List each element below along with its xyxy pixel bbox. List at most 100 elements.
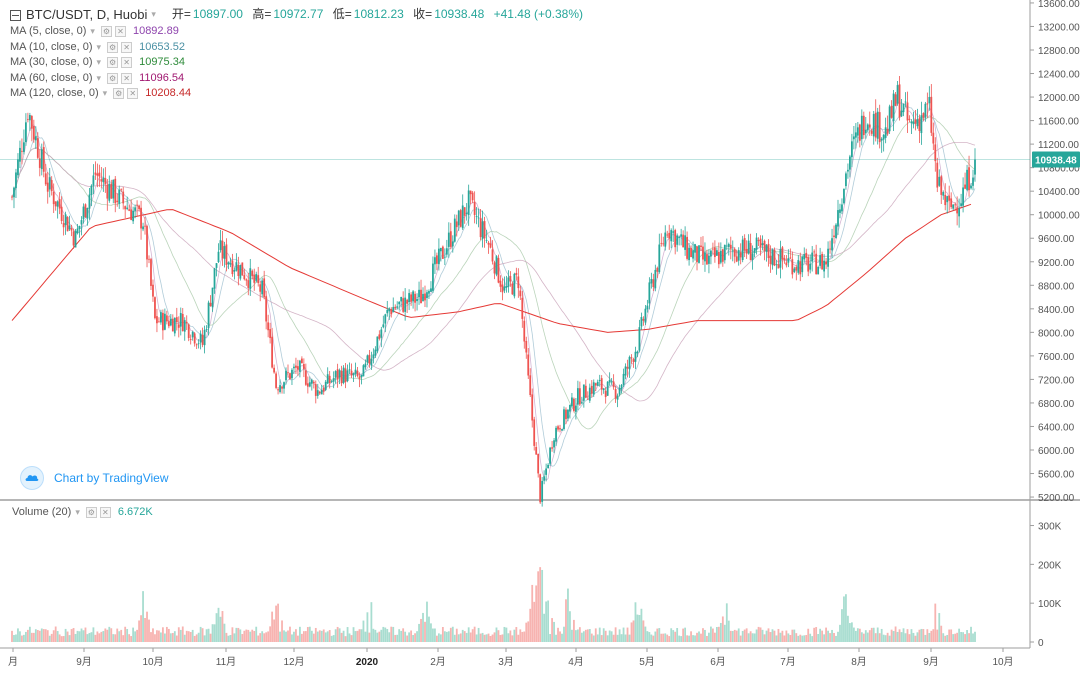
volume-bar [672,630,675,642]
volume-bar [948,629,951,642]
volume-bar [791,629,794,642]
candle-body [763,240,766,251]
candle-body [253,274,256,283]
candle-body [54,201,57,207]
candle-body [158,321,160,323]
candle-body [275,373,277,388]
candle-body [799,261,802,275]
candle-body [257,275,260,284]
chevron-down-icon[interactable]: ▾ [102,88,108,98]
volume-bar [860,632,863,642]
volume-bar [602,628,605,642]
settings-icon[interactable]: ⚙ [107,72,119,84]
volume-bar [926,629,929,642]
indicator-label[interactable]: MA (120, close, 0) [10,87,99,99]
candle-body [416,299,418,302]
indicator-list: MA (5, close, 0) ▾ ⚙ ✕ 10892.89 MA (10, c… [10,24,589,102]
indicator-label[interactable]: MA (5, close, 0) [10,25,87,37]
volume-bar [680,636,683,642]
settings-icon[interactable]: ⚙ [85,506,97,518]
close-icon[interactable]: ✕ [121,57,133,69]
chevron-down-icon[interactable]: ▾ [96,57,102,67]
candle-body [837,210,839,227]
close-icon[interactable]: ✕ [99,506,111,518]
price-tick-label: 6800.00 [1038,399,1075,410]
chevron-down-icon[interactable]: ▾ [96,41,102,52]
volume-bar [261,631,264,642]
close-icon[interactable]: ✕ [127,88,139,100]
candle-body [221,240,224,259]
volume-bar [255,626,258,642]
candle-body [302,364,305,370]
indicator-label[interactable]: MA (60, close, 0) [10,71,93,84]
chevron-down-icon[interactable]: ▾ [75,506,80,517]
settings-icon[interactable]: ⚙ [113,88,125,100]
candle-body [775,264,778,266]
candle-body [694,244,696,253]
candle-body [660,242,663,244]
volume-bar [76,630,79,642]
price-tick-label: 10400.00 [1038,187,1080,198]
close-icon[interactable]: ✕ [121,41,133,53]
candle-body [497,257,500,283]
volume-bar [801,635,804,642]
chevron-down-icon[interactable]: ▾ [90,26,95,36]
candle-body [388,308,391,312]
tradingview-branding[interactable]: Chart by TradingView [20,466,169,490]
candle-body [426,292,428,299]
indicator-row: MA (30, close, 0) ▾ ⚙ ✕ 10975.34 [10,55,589,71]
candle-body [960,203,963,206]
candle-body [650,278,653,284]
volume-bar [590,633,593,642]
chevron-down-icon[interactable]: ▾ [96,72,102,83]
close-icon[interactable]: ✕ [121,72,133,84]
symbol-title[interactable]: BTC/USDT, D, Huobi [26,7,148,23]
volume-bar [706,635,708,642]
price-pane[interactable] [0,0,1030,500]
candle-body [584,385,587,398]
indicator-label[interactable]: MA (10, close, 0) [10,40,93,53]
settings-icon[interactable]: ⚙ [100,26,112,38]
candle-body [475,216,478,217]
chevron-down-icon[interactable]: ▾ [151,9,156,20]
volume-label[interactable]: Volume (20) [12,506,72,518]
volume-bar [547,600,550,642]
indicator-value: 10653.52 [139,40,185,53]
collapse-icon[interactable] [10,9,21,21]
price-tick-label: 5200.00 [1038,493,1075,504]
candle-body [195,344,198,346]
volume-bar [563,626,565,642]
volume-bar [382,626,385,642]
volume-bar [684,627,687,642]
volume-bar [592,635,595,642]
volume-bar [785,630,788,642]
volume-bar [837,631,839,642]
candle-body [56,201,59,207]
candle-body [674,230,677,248]
candle-body [152,284,154,297]
volume-bar [291,634,293,642]
close-icon[interactable]: ✕ [114,26,126,38]
volume-bar [44,629,47,642]
volume-bar [535,585,538,642]
volume-pane[interactable] [0,500,1030,648]
candle-body [906,102,909,121]
candle-body [418,289,420,298]
candle-body [710,250,712,257]
volume-bar [344,636,347,642]
volume-bar [34,629,37,642]
settings-icon[interactable]: ⚙ [107,41,119,53]
volume-bar [493,632,496,642]
indicator-label[interactable]: MA (30, close, 0) [10,56,93,68]
candle-body [684,235,687,250]
volume-bar [731,631,734,642]
settings-icon[interactable]: ⚙ [107,57,119,69]
volume-bar [485,634,488,642]
volume-bar [374,629,377,642]
volume-bar [489,635,492,642]
volume-bar [175,635,178,642]
volume-bar [416,631,418,642]
candle-body [451,241,454,247]
candle-body [930,96,933,133]
